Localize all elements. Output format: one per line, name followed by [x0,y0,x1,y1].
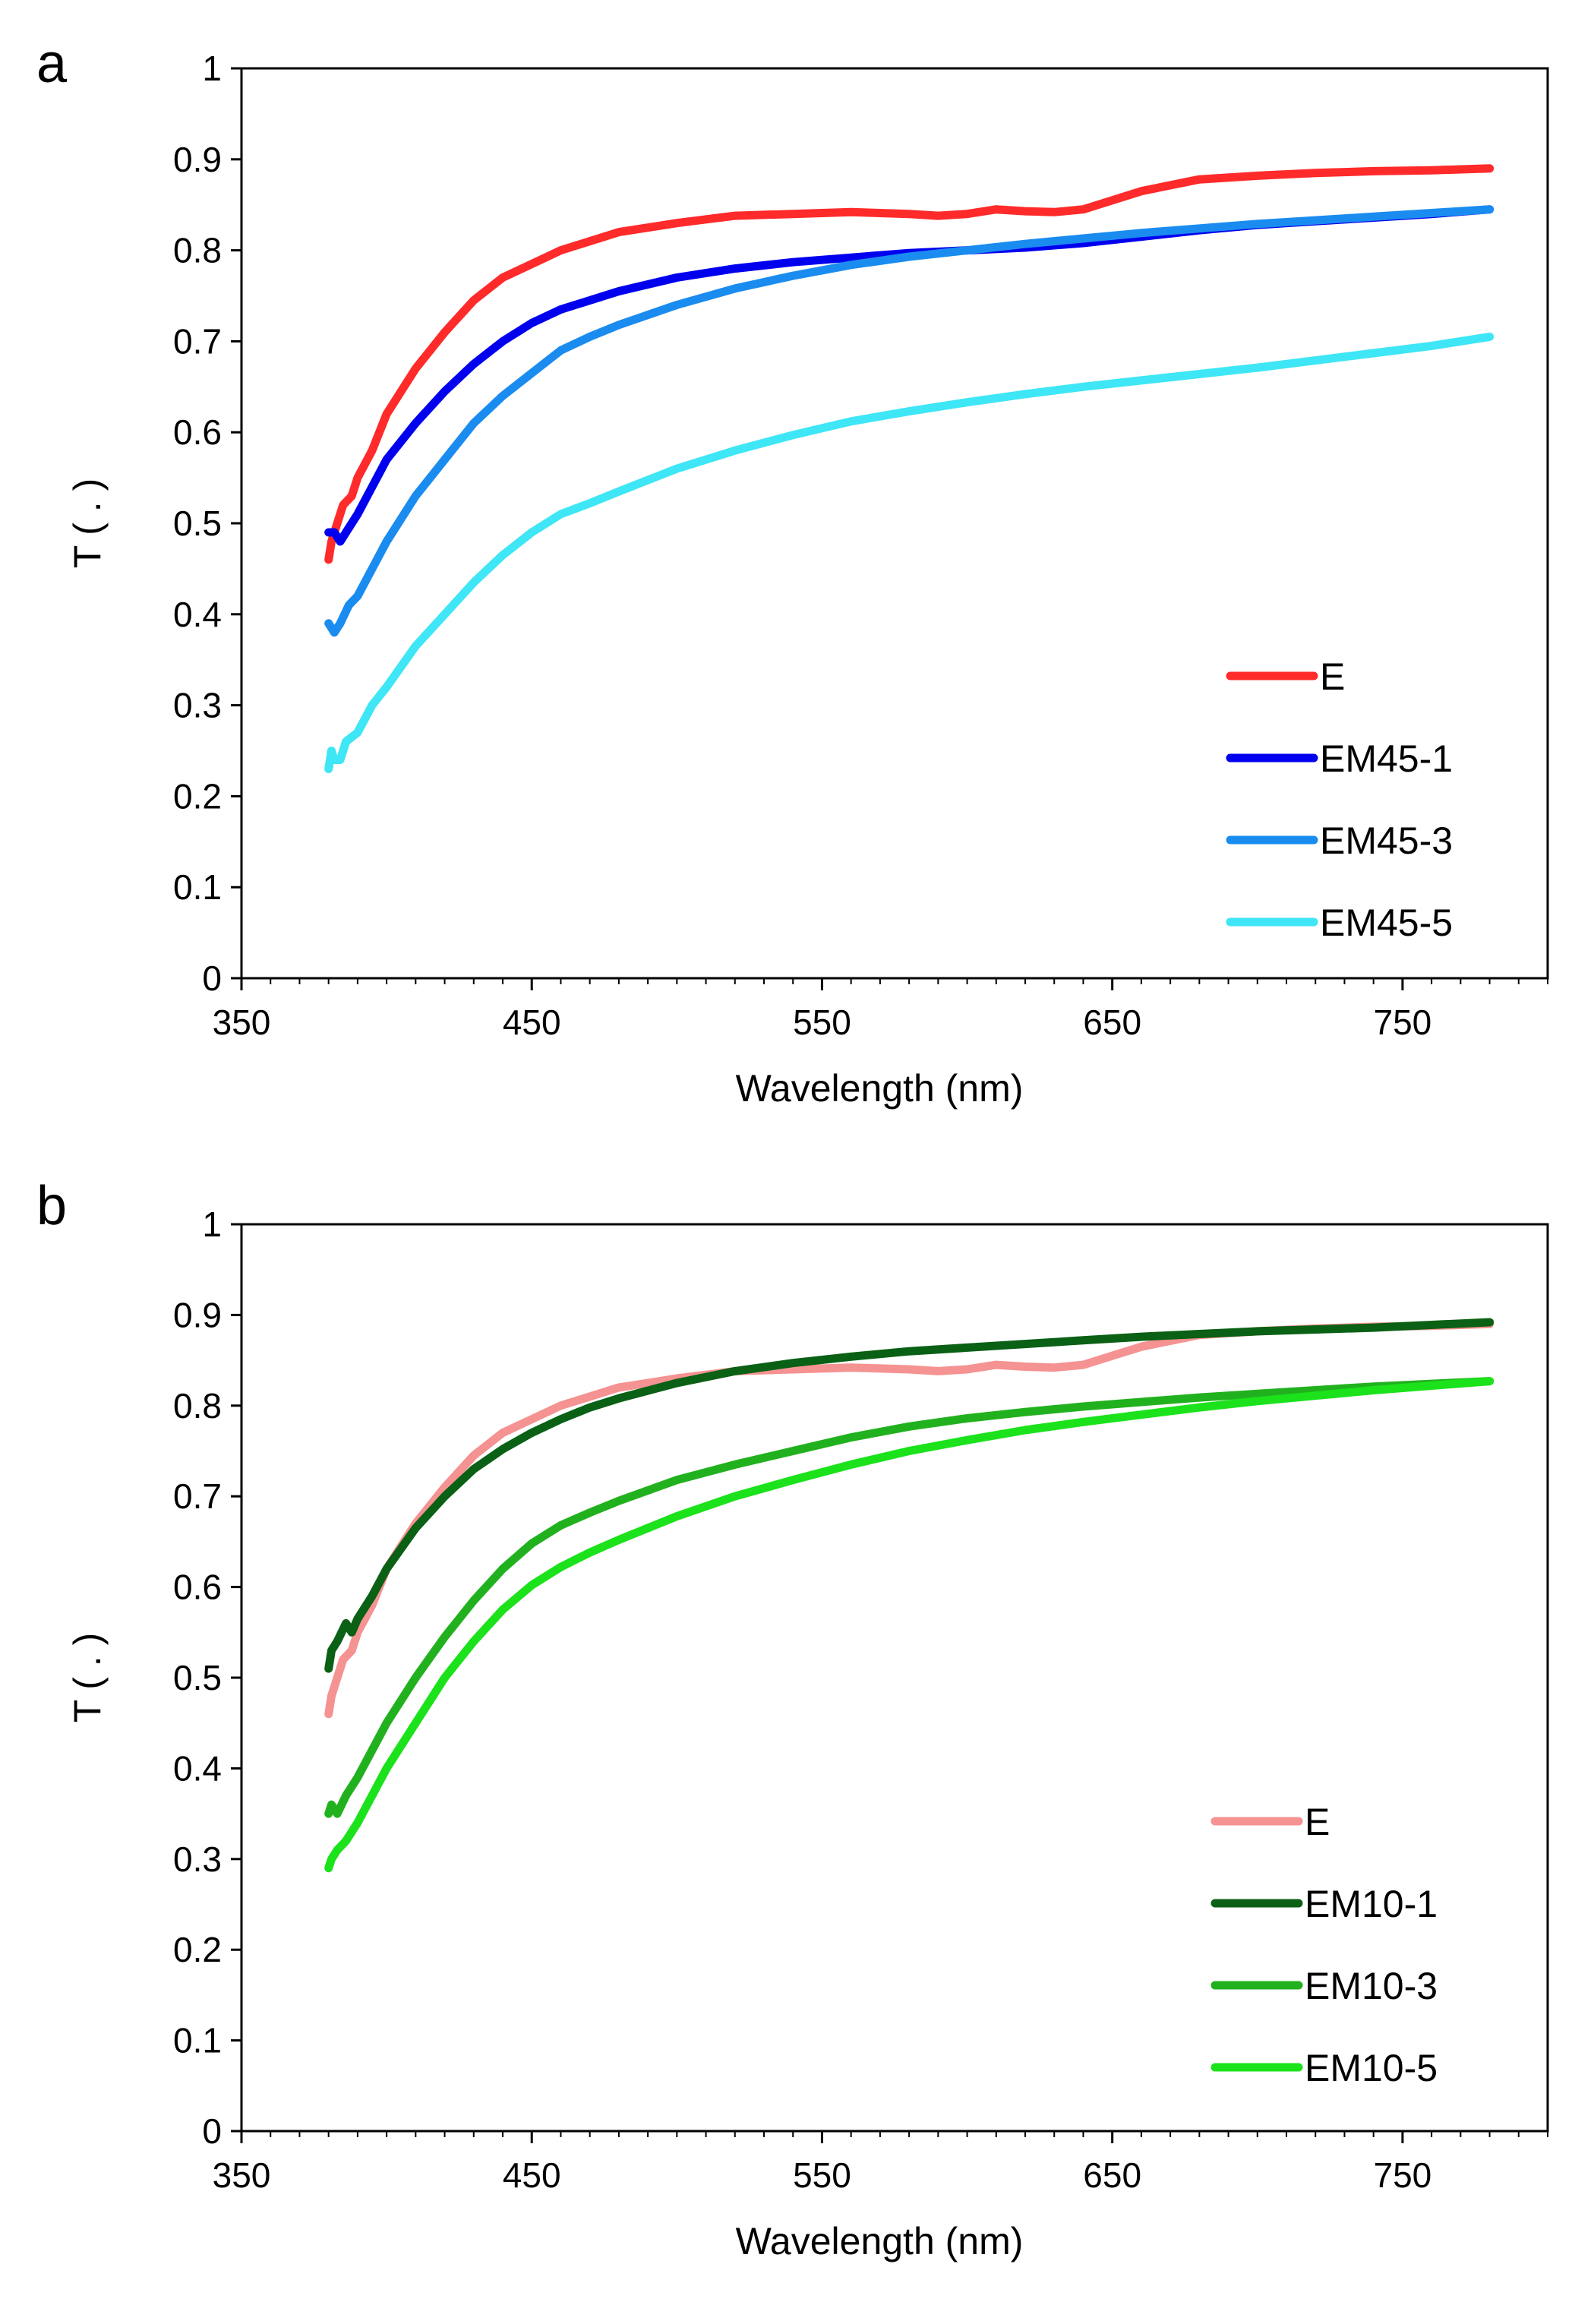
legend-label: EM10-1 [1305,1883,1438,1925]
y-tick-label: 0.8 [173,231,222,270]
legend: E EM45-1 EM45-3 EM45-5 [1226,655,1453,944]
x-axis-title: Wavelength (nm) [736,2220,1024,2262]
y-tick-label: 0.2 [173,1930,222,1969]
y-tick-label: 0.2 [173,776,222,816]
x-tick-label: 350 [213,2155,271,2195]
y-tick-label: 0.7 [173,1476,222,1516]
panel-label: b [36,1176,67,1236]
legend: E EM10-1 EM10-3 EM10-5 [1210,1801,1438,2089]
y-tick-label: 0.1 [173,2021,222,2060]
x-tick-label: 350 [213,1003,271,1042]
y-tick-label: 0.1 [173,867,222,907]
y-tick-label: 0.8 [173,1386,222,1426]
y-tick-label: 0.3 [173,1839,222,1879]
y-tick-label: 0 [202,2111,222,2151]
legend-label: E [1305,1801,1330,1843]
x-tick-label: 650 [1083,1003,1141,1042]
y-tick-label: 0.7 [173,321,222,361]
series-line-e [324,1319,1495,1719]
y-tick-label: 0.9 [173,140,222,179]
chart-panel-b: b 0 0.1 0.2 0.3 0.4 0.5 0.6 0.7 0.8 0.9 1 350 450 550 6… [36,1176,1549,2262]
y-tick-label: 0.6 [173,412,222,452]
x-tick-label: 450 [503,1003,561,1042]
series-line-em45-5 [324,332,1495,773]
y-axis-title: T ( . ) [66,478,109,569]
chart-panel-a: a 0 0.1 0.2 0.3 0.4 0.5 0.6 0.7 0.8 0.9 1 350 450 550 6… [36,33,1549,1110]
y-tick-label: 0.4 [173,595,222,634]
legend-label: EM10-3 [1305,1965,1438,2007]
x-tick-label: 550 [793,2155,851,2195]
y-tick-label: 0.5 [173,504,222,543]
y-tick-label: 0.4 [173,1748,222,1788]
series-line-em10-5 [324,1377,1495,1873]
y-tick-label: 0.9 [173,1295,222,1334]
x-tick-label: 750 [1374,1003,1432,1042]
legend-label: EM10-5 [1305,2047,1438,2089]
legend-label: EM45-5 [1320,901,1453,944]
x-tick-label: 450 [503,2155,561,2195]
y-tick-label: 1 [202,49,222,88]
series-line-em10-3 [324,1377,1495,1818]
y-tick-label: 0 [202,958,222,998]
series-line-em45-3 [324,205,1495,637]
series-line-em10-1 [324,1318,1495,1673]
legend-label: E [1320,655,1345,698]
y-tick-label: 0.6 [173,1568,222,1607]
x-axis-title: Wavelength (nm) [736,1067,1024,1110]
x-tick-label: 550 [793,1003,851,1042]
legend-label: EM45-3 [1320,819,1453,862]
x-tick-label: 750 [1374,2155,1432,2195]
y-tick-label: 1 [202,1205,222,1244]
x-tick-label: 650 [1083,2155,1141,2195]
y-tick-label: 0.5 [173,1658,222,1697]
y-axis-title: T ( . ) [66,1633,109,1723]
y-tick-label: 0.3 [173,686,222,725]
series-line-e [324,164,1495,564]
legend-label: EM45-1 [1320,737,1453,780]
panel-label: a [36,33,68,94]
